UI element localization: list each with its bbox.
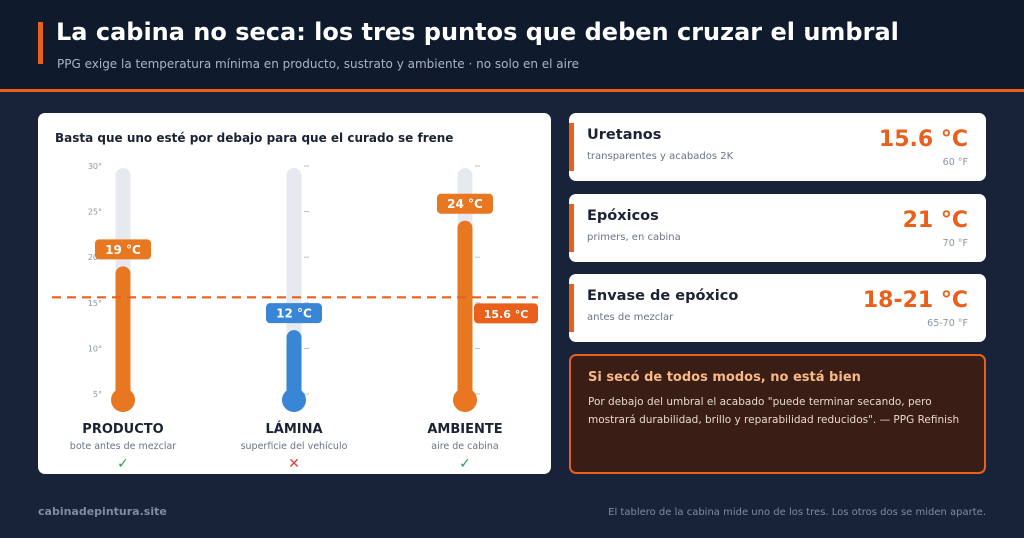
card-desc: primers, en cabina xyxy=(587,232,681,243)
cross-icon: ✕ xyxy=(288,456,300,472)
scale-tick-label: 30° xyxy=(88,162,102,171)
title-accent-bar xyxy=(38,22,43,64)
header: La cabina no seca: los tres puntos que d… xyxy=(0,0,1024,92)
scale-tick-label: 20° xyxy=(88,253,102,262)
thermometer-value-label: 24 °C xyxy=(447,197,483,211)
thermometer-name-ambiente: AMBIENTE xyxy=(427,422,503,437)
threshold-card-epoxicos: Epóxicos primers, en cabina 21 °C 70 °F xyxy=(569,194,986,262)
threshold-label: 15.6 °C xyxy=(484,308,529,321)
thermometer-name-lamina: LÁMINA xyxy=(265,422,323,437)
threshold-card-envase: Envase de epóxico antes de mezclar 18-21… xyxy=(569,274,986,342)
card-desc: transparentes y acabados 2K xyxy=(587,151,734,162)
thermometer-desc-ambiente: aire de cabina xyxy=(431,441,499,452)
thermometer-value-badge xyxy=(437,193,493,214)
footer-site: cabinadepintura.site xyxy=(38,505,167,518)
warning-title: Si secó de todos modos, no está bien xyxy=(588,370,861,385)
thermometer-value-badge xyxy=(95,239,151,260)
scale-tick-label: 5° xyxy=(93,390,102,399)
thermometer-desc-lamina: superficie del vehículo xyxy=(240,441,348,452)
card-name: Epóxicos xyxy=(587,208,659,224)
card-value-fahrenheit: 60 °F xyxy=(942,157,968,168)
warning-text: Por debajo del umbral el acabado "puede … xyxy=(588,396,960,426)
thermometer-bulb xyxy=(111,388,135,412)
card-value-celsius: 15.6 °C xyxy=(878,127,968,152)
card-accent-bar xyxy=(569,284,574,332)
card-name: Envase de epóxico xyxy=(587,288,739,304)
thermometer-value-label: 19 °C xyxy=(105,243,141,257)
page-title: La cabina no seca: los tres puntos que d… xyxy=(56,18,899,46)
card-accent-bar xyxy=(569,123,574,171)
card-desc: antes de mezclar xyxy=(587,312,674,323)
thermometer-panel: Basta que uno esté por debajo para que e… xyxy=(38,113,551,474)
card-value-celsius: 18-21 °C xyxy=(862,288,968,313)
card-value-celsius: 21 °C xyxy=(902,208,968,233)
thermometer-name-producto: PRODUCTO xyxy=(82,422,164,437)
thermometer-value-badge xyxy=(266,303,322,324)
panel-title: Basta que uno esté por debajo para que e… xyxy=(55,131,454,145)
check-icon: ✓ xyxy=(459,456,471,472)
warning-box: Si secó de todos modos, no está bien Por… xyxy=(569,354,986,474)
thermometer-fill xyxy=(115,266,131,400)
threshold-badge xyxy=(474,303,538,324)
card-value-fahrenheit: 65-70 °F xyxy=(927,318,968,329)
scale-tick-label: 10° xyxy=(88,344,102,353)
scale-tick-label: 25° xyxy=(88,208,102,217)
card-accent-bar xyxy=(569,204,574,252)
thermometer-desc-producto: bote antes de mezclar xyxy=(69,441,177,452)
thermometer-fill xyxy=(457,220,473,400)
footer-note: El tablero de la cabina mide uno de los … xyxy=(608,507,986,518)
scale-tick-label: 15° xyxy=(88,299,102,308)
thermometer-chart: 30° 25° 20° 15° 10° 5° 19 °C 12 °C 24 °C 15.6 °C xyxy=(52,162,538,412)
check-icon: ✓ xyxy=(117,456,129,472)
thermometer-value-label: 12 °C xyxy=(276,307,312,321)
threshold-card-uretanos: Uretanos transparentes y acabados 2K 15.… xyxy=(569,113,986,181)
card-value-fahrenheit: 70 °F xyxy=(942,238,968,249)
thermometer-bulb xyxy=(282,388,306,412)
card-name: Uretanos xyxy=(587,127,662,143)
thermometer-bulb xyxy=(453,388,477,412)
page-subtitle: PPG exige la temperatura mínima en produ… xyxy=(57,57,580,71)
thermometer-fill xyxy=(286,330,302,400)
